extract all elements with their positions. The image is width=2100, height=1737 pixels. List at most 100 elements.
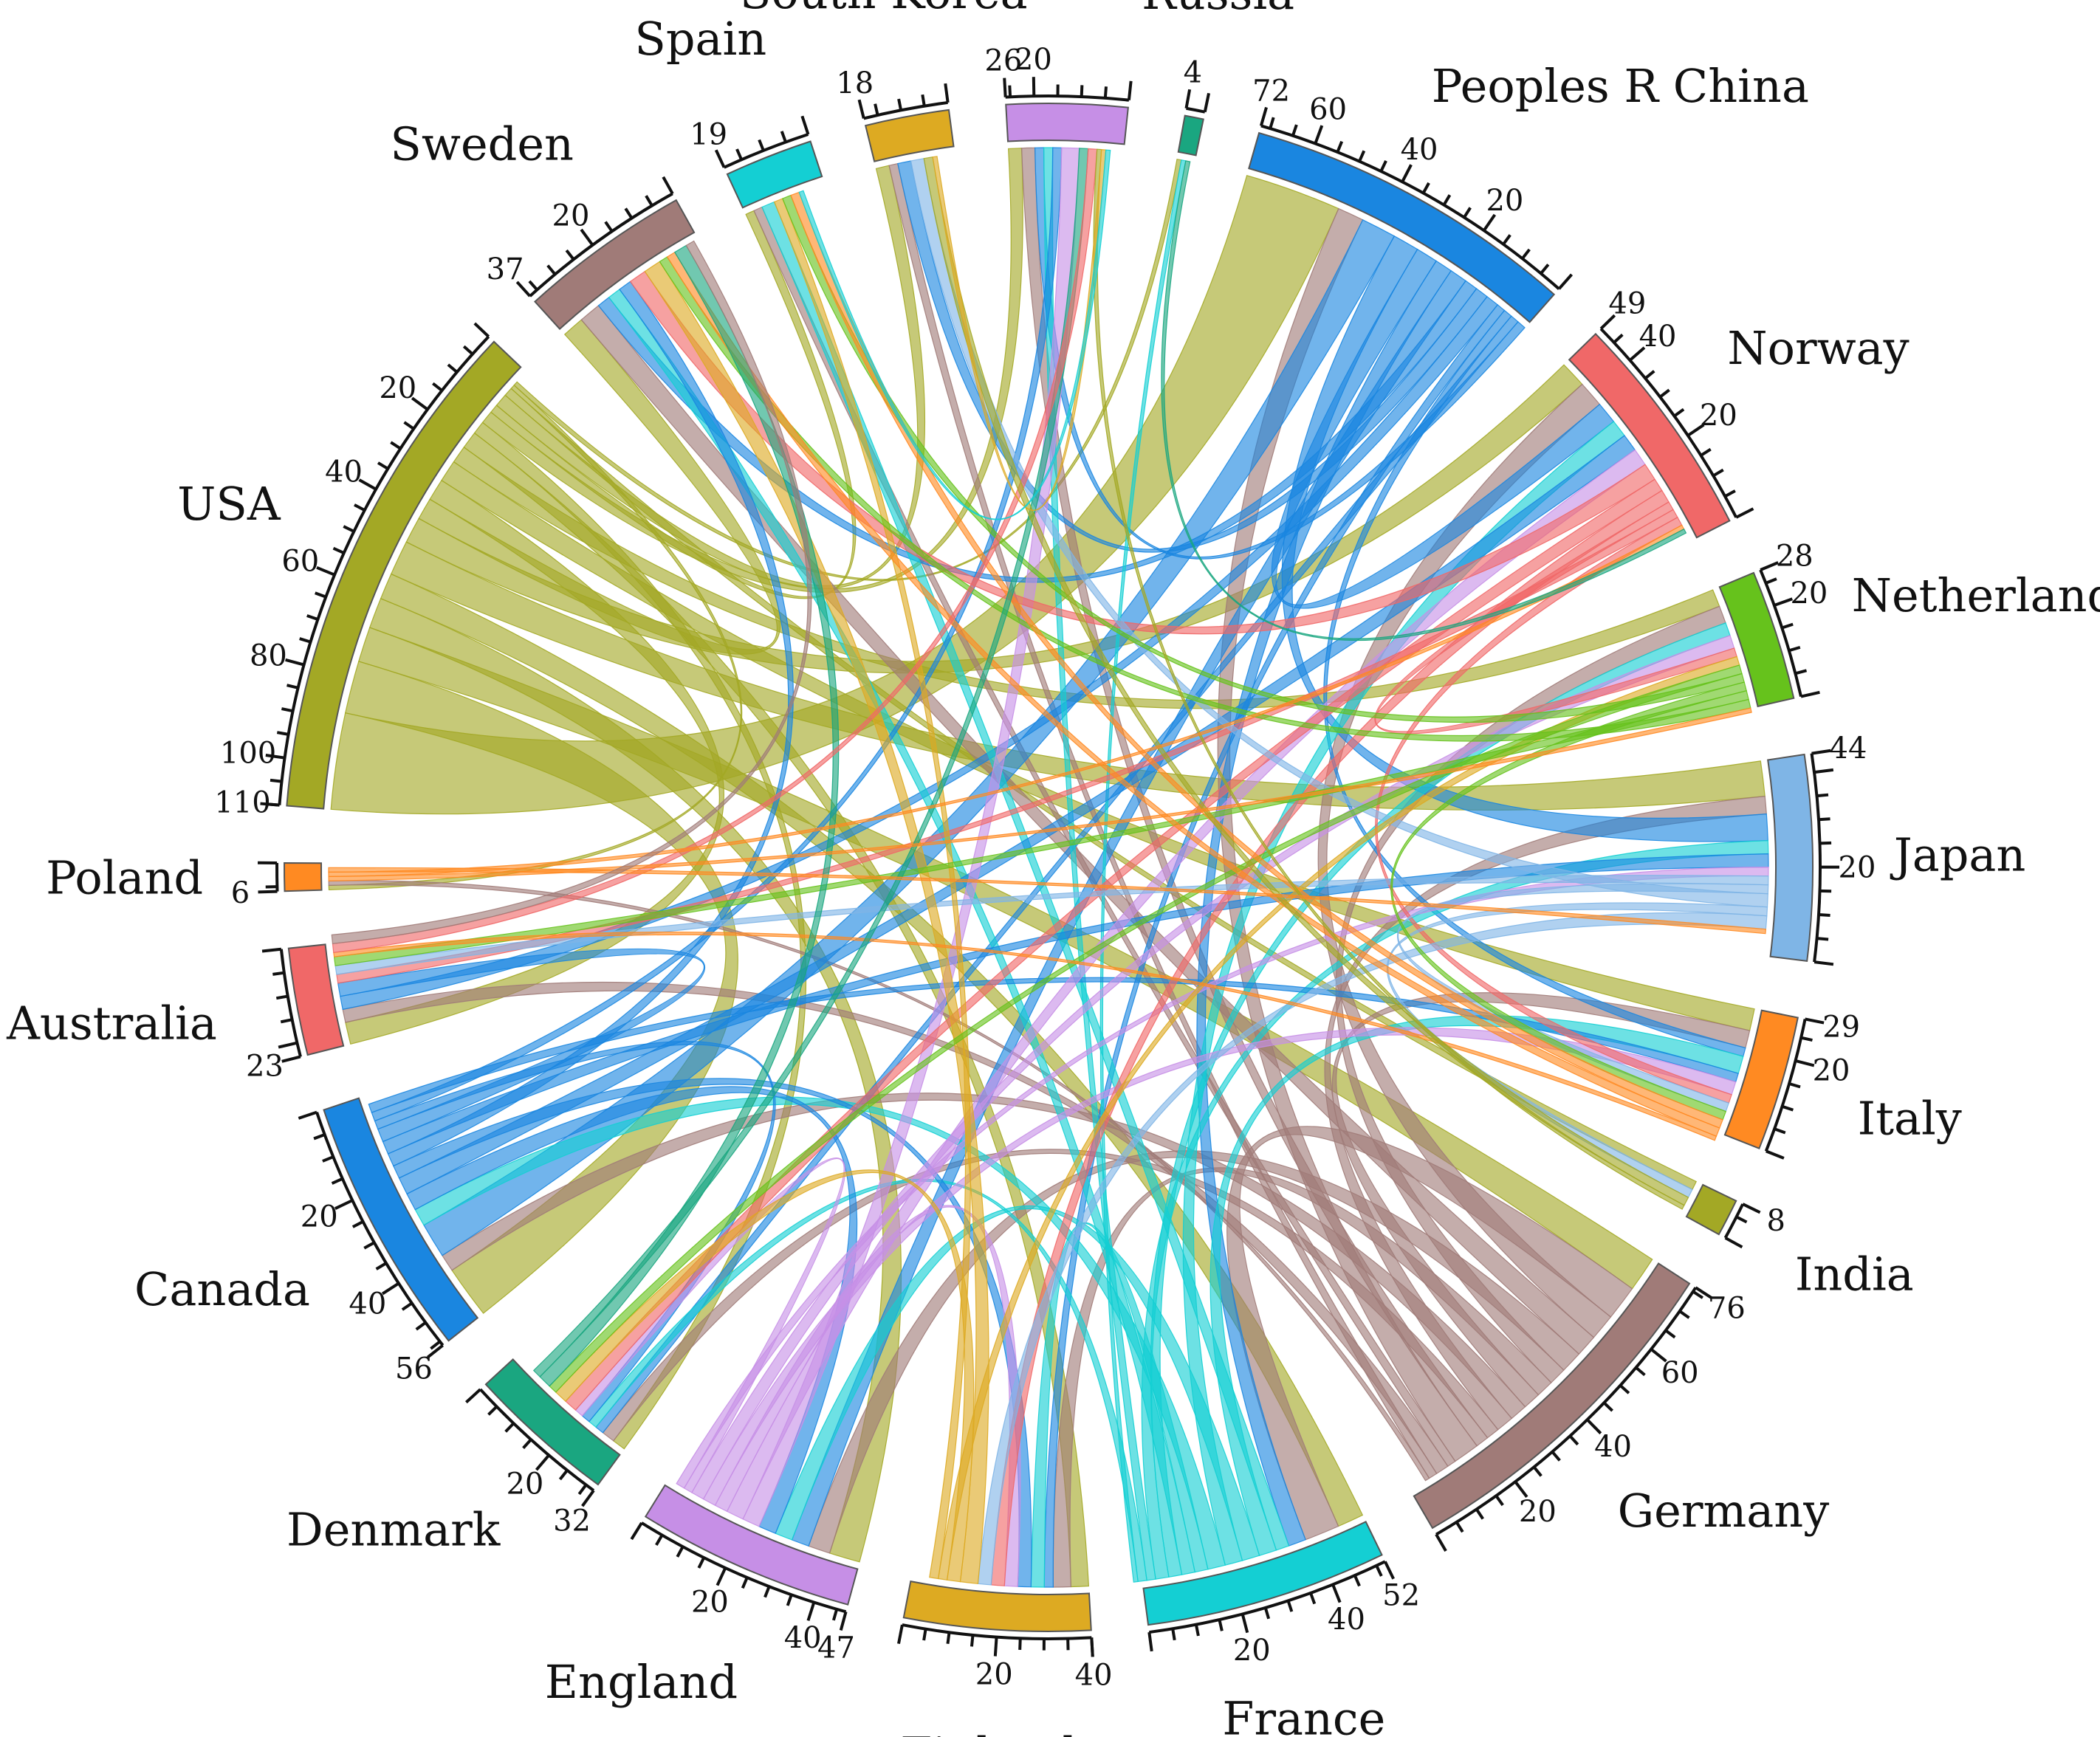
tick-mark xyxy=(1650,1348,1667,1363)
tick-mark xyxy=(1814,960,1834,966)
tick-mark xyxy=(1800,1036,1813,1042)
tick-mark xyxy=(281,707,294,713)
ribbon-england-to-italy xyxy=(702,1027,1737,1507)
ribbon-netherlands-to-denmark xyxy=(549,664,1743,1393)
tick-mark xyxy=(377,461,389,470)
tick-mark xyxy=(1678,1310,1690,1319)
ribbon-japan-to-australia xyxy=(334,875,1769,975)
axis-arc-spain xyxy=(723,133,809,169)
country-label-netherlands: Netherlands xyxy=(1852,568,2100,622)
tick-label-norway: 40 xyxy=(1639,320,1677,354)
tick-mark xyxy=(839,1611,848,1631)
tick-label-russia: 4 xyxy=(1184,56,1202,90)
segment-canada xyxy=(323,1097,479,1342)
tick-mark xyxy=(800,115,810,135)
tick-label-netherlands: 28 xyxy=(1776,540,1814,574)
tick-mark xyxy=(716,1567,727,1586)
tick-label-japan: 44 xyxy=(1830,732,1867,766)
tick-mark xyxy=(1502,234,1511,246)
ribbon-canada-to-italy xyxy=(368,977,1739,1113)
tick-mark xyxy=(315,591,327,599)
tick-mark xyxy=(1557,273,1574,290)
tick-label-india: 8 xyxy=(1766,1204,1785,1238)
ribbon-usa-to-denmark xyxy=(473,422,807,1450)
tick-mark xyxy=(1724,489,1736,498)
tick-label-spain: 19 xyxy=(690,117,727,151)
axis-arc-india xyxy=(1723,1203,1745,1239)
tick-label-germany: 20 xyxy=(1519,1495,1557,1529)
tick-mark xyxy=(577,1484,588,1496)
tick-mark xyxy=(630,1521,643,1541)
ribbon-norway-to-italy xyxy=(1375,516,1732,1104)
tick-mark xyxy=(415,1321,427,1331)
tick-mark xyxy=(1816,937,1829,941)
tick-mark xyxy=(1724,1236,1743,1249)
ribbon-usa-to-italy xyxy=(441,461,1755,1031)
axis-arc-denmark xyxy=(479,1388,595,1492)
ribbon-spain-to-scotland xyxy=(798,149,1111,520)
ribbon-finland-to-netherlands xyxy=(938,656,1740,1581)
country-label-poland: Poland xyxy=(46,850,203,904)
tick-mark xyxy=(558,1469,569,1481)
tick-mark xyxy=(465,1388,481,1404)
tick-mark xyxy=(1811,749,1831,755)
ribbon-denmark-to-scotland xyxy=(532,148,1089,1377)
tick-label-peoples-r-china: 40 xyxy=(1401,133,1438,167)
tick-mark xyxy=(343,525,355,533)
ribbon-poland-to-netherlands xyxy=(328,707,1752,882)
tick-mark xyxy=(581,1489,595,1507)
tick-mark xyxy=(1551,1451,1561,1462)
country-label-sweden: Sweden xyxy=(390,117,574,171)
tick-mark xyxy=(270,778,282,783)
tick-label-usa: 110 xyxy=(214,786,270,820)
tick-mark xyxy=(874,103,879,116)
tick-mark xyxy=(1241,1613,1249,1634)
tick-mark xyxy=(504,1422,515,1433)
tick-mark xyxy=(390,441,402,450)
tick-mark xyxy=(1644,370,1655,380)
ribbon-italy-to-sweden xyxy=(666,251,1720,1137)
tick-mark xyxy=(1742,1203,1761,1214)
tick-mark xyxy=(1286,1600,1294,1612)
tick-label-england: 40 xyxy=(784,1621,822,1655)
tick-mark xyxy=(1765,577,1777,585)
country-label-italy: Italy xyxy=(1858,1091,1962,1145)
tick-mark xyxy=(316,565,335,577)
tick-mark xyxy=(1336,140,1344,153)
tick-mark xyxy=(1475,1508,1484,1520)
country-label-denmark: Denmark xyxy=(286,1503,501,1557)
tick-mark xyxy=(313,1133,326,1141)
tick-mark xyxy=(1800,690,1820,698)
country-label-india: India xyxy=(1795,1248,1914,1301)
ribbon-germany-to-italy xyxy=(1331,992,1751,1408)
segment-india xyxy=(1685,1183,1737,1236)
tick-label-canada: 40 xyxy=(349,1287,386,1321)
ribbon-sweden-to-australia xyxy=(331,240,812,944)
segment-russia xyxy=(1177,114,1204,156)
tick-mark xyxy=(427,1344,444,1359)
tick-mark xyxy=(1375,1565,1383,1577)
tick-mark xyxy=(1483,213,1497,232)
country-label-canada: Canada xyxy=(134,1262,310,1316)
tick-label-germany: 60 xyxy=(1661,1356,1699,1390)
ribbon-layer xyxy=(328,147,1769,1588)
tick-mark xyxy=(1514,1480,1528,1499)
tick-mark xyxy=(1700,447,1712,457)
tick-label-usa: 60 xyxy=(281,545,319,579)
tick-mark xyxy=(1314,125,1324,145)
tick-mark xyxy=(1090,1637,1094,1657)
tick-mark xyxy=(522,1438,532,1449)
tick-mark xyxy=(1442,194,1452,206)
tick-mark xyxy=(758,139,765,151)
country-label-finland: Finland xyxy=(900,1727,1077,1737)
segment-sweden xyxy=(534,199,696,331)
tick-mark xyxy=(741,1577,749,1589)
axis-arc-usa xyxy=(278,335,490,805)
tick-mark xyxy=(286,684,299,689)
tick-label-italy: 29 xyxy=(1822,1010,1860,1044)
tick-mark xyxy=(857,99,865,119)
tick-mark xyxy=(1735,507,1754,519)
tick-mark xyxy=(624,207,634,219)
axis-arc-japan xyxy=(1810,753,1822,963)
tick-mark xyxy=(473,322,490,338)
